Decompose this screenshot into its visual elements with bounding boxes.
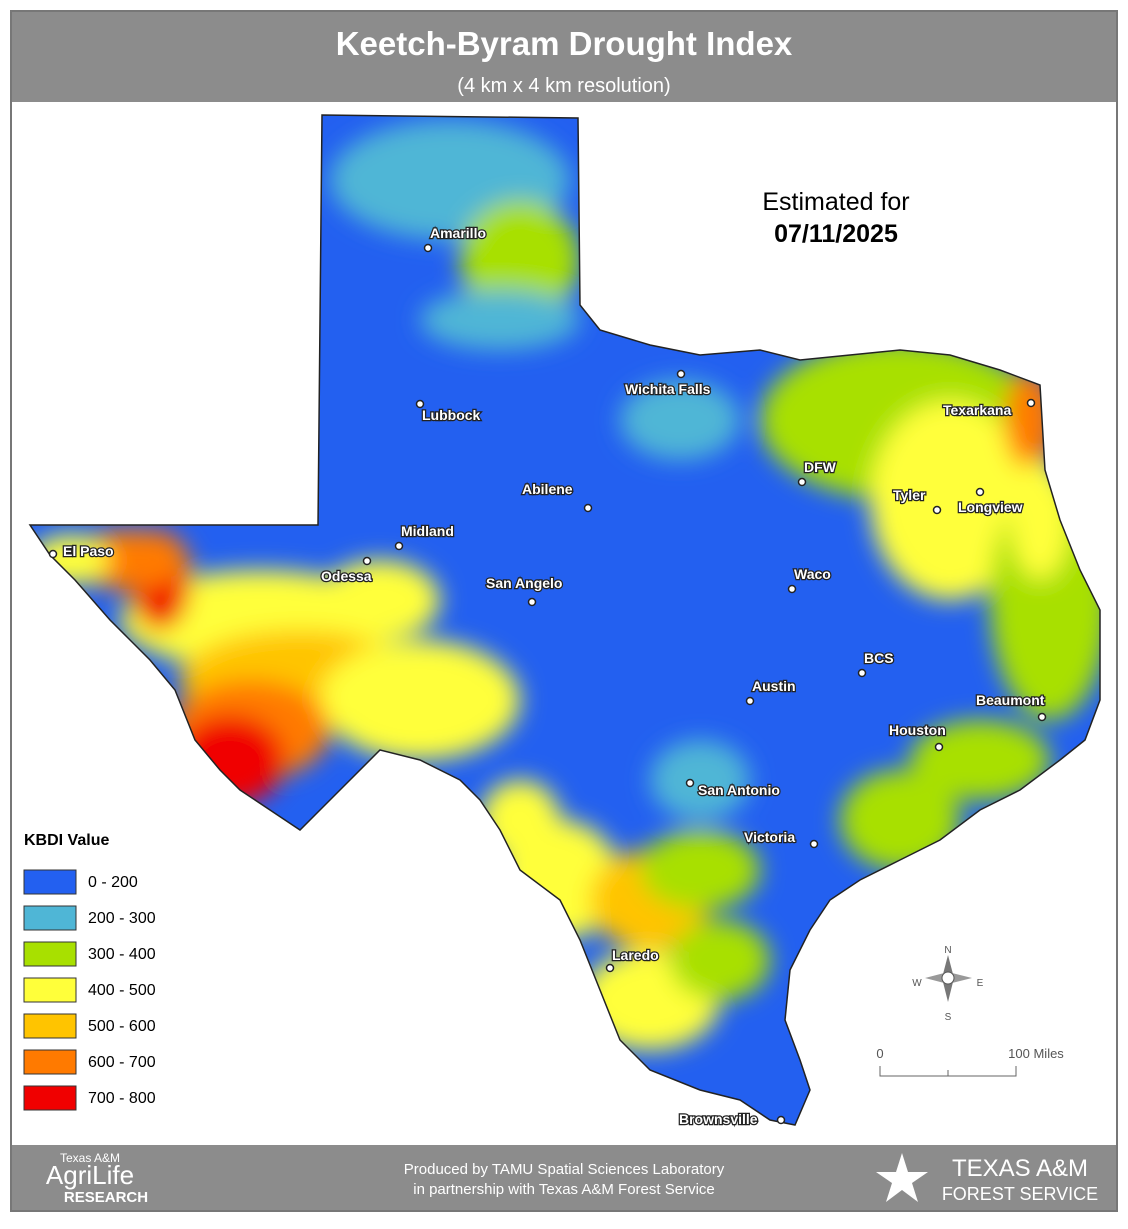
footer-line2: in partnership with Texas A&M Forest Ser…: [413, 1181, 715, 1198]
legend-title: KBDI Value: [24, 832, 109, 849]
legend-swatch: [23, 869, 77, 895]
drought-area: [870, 400, 1030, 600]
city-marker: [932, 505, 942, 515]
forest-logo-bottom: Forest Service: [942, 1184, 1098, 1204]
legend-label: 200 - 300: [88, 910, 156, 927]
city-label: El Paso: [63, 543, 114, 559]
drought-area: [420, 290, 580, 350]
agrilife-top: Texas A&M: [60, 1151, 120, 1165]
legend-swatch: [23, 941, 77, 967]
agrilife-bottom: Research: [64, 1189, 148, 1206]
forest-logo-star: [876, 1153, 928, 1202]
city-label: Odessa: [321, 568, 372, 584]
city-marker: [776, 1115, 786, 1125]
city-label: Texarkana: [943, 402, 1011, 418]
city-marker: [423, 243, 433, 253]
city-label: San Antonio: [698, 782, 780, 798]
city-label: Amarillo: [430, 225, 486, 241]
legend-swatch: [23, 1085, 77, 1111]
city-marker: [1037, 712, 1047, 722]
city-label: Tyler: [893, 487, 926, 503]
city-label: Lubbock: [422, 407, 481, 423]
city-label: Abilene: [522, 481, 573, 497]
agrilife-middle: AgriLife: [46, 1160, 134, 1190]
city-marker: [809, 839, 819, 849]
legend-swatch: [23, 1049, 77, 1075]
city-label: Beaumont: [976, 692, 1045, 708]
legend-label: 600 - 700: [88, 1054, 156, 1071]
scale-start: 0: [876, 1046, 883, 1061]
estimate-date: 07/11/2025: [774, 220, 898, 248]
legend: 0 - 200 200 - 300 300 - 400 400 - 500 500 - …: [23, 869, 156, 1111]
city-marker: [745, 696, 755, 706]
city-label: Laredo: [612, 947, 659, 963]
city-marker: [797, 477, 807, 487]
legend-label: 500 - 600: [88, 1018, 156, 1035]
legend-swatch: [23, 1013, 77, 1039]
drought-area: [640, 830, 760, 910]
city-label: Waco: [794, 566, 831, 582]
legend-swatch: [23, 905, 77, 931]
city-marker: [787, 584, 797, 594]
compass-e: E: [977, 978, 984, 989]
city-label: Wichita Falls: [625, 381, 711, 397]
city-label: Houston: [889, 722, 946, 738]
legend-swatch: [23, 977, 77, 1003]
city-labels: Amarillo Lubbock Wichita Falls Texarkana DFW…: [48, 224, 1047, 1128]
scale-bar: [879, 1066, 1017, 1077]
footer-bar: [12, 1145, 1116, 1210]
city-marker: [685, 778, 695, 788]
drought-area: [620, 380, 740, 460]
city-label: Longview: [958, 499, 1023, 515]
city-marker: [676, 369, 686, 379]
city-label: DFW: [804, 459, 837, 475]
city-marker: [527, 597, 537, 607]
city-label: Midland: [401, 523, 454, 539]
legend-label: 400 - 500: [88, 982, 156, 999]
city-marker: [415, 399, 425, 409]
compass-w: W: [912, 978, 922, 989]
drought-area: [460, 200, 580, 320]
drought-area: [910, 720, 1050, 800]
city-label: San Angelo: [486, 575, 563, 591]
forest-logo-top: Texas A&M: [952, 1155, 1088, 1182]
scale-end: 100 Miles: [1008, 1046, 1064, 1061]
compass: N W E S: [912, 945, 983, 1023]
city-label: BCS: [864, 650, 894, 666]
city-marker: [583, 503, 593, 513]
city-marker: [975, 487, 985, 497]
drought-area: [320, 560, 440, 640]
legend-label: 0 - 200: [88, 874, 138, 891]
compass-n: N: [944, 945, 951, 956]
legend-label: 300 - 400: [88, 946, 156, 963]
estimate-label: Estimated for: [762, 188, 909, 216]
legend-label: 700 - 800: [88, 1090, 156, 1107]
drought-area: [670, 920, 770, 1000]
drought-area: [650, 740, 750, 820]
city-marker: [362, 556, 372, 566]
footer-line1: Produced by TAMU Spatial Sciences Labora…: [404, 1161, 725, 1178]
city-marker: [934, 742, 944, 752]
city-marker: [605, 963, 615, 973]
compass-s: S: [945, 1012, 952, 1023]
city-marker: [48, 549, 58, 559]
city-marker: [1026, 398, 1036, 408]
subtitle: (4 km x 4 km resolution): [457, 75, 670, 97]
city-label: Victoria: [744, 829, 795, 845]
drought-area: [320, 640, 520, 760]
city-label: Austin: [752, 678, 796, 694]
city-label: Brownsville: [679, 1111, 758, 1127]
city-marker: [857, 668, 867, 678]
header-bar: [12, 12, 1116, 102]
city-marker: [394, 541, 404, 551]
title: Keetch-Byram Drought Index: [336, 25, 793, 62]
